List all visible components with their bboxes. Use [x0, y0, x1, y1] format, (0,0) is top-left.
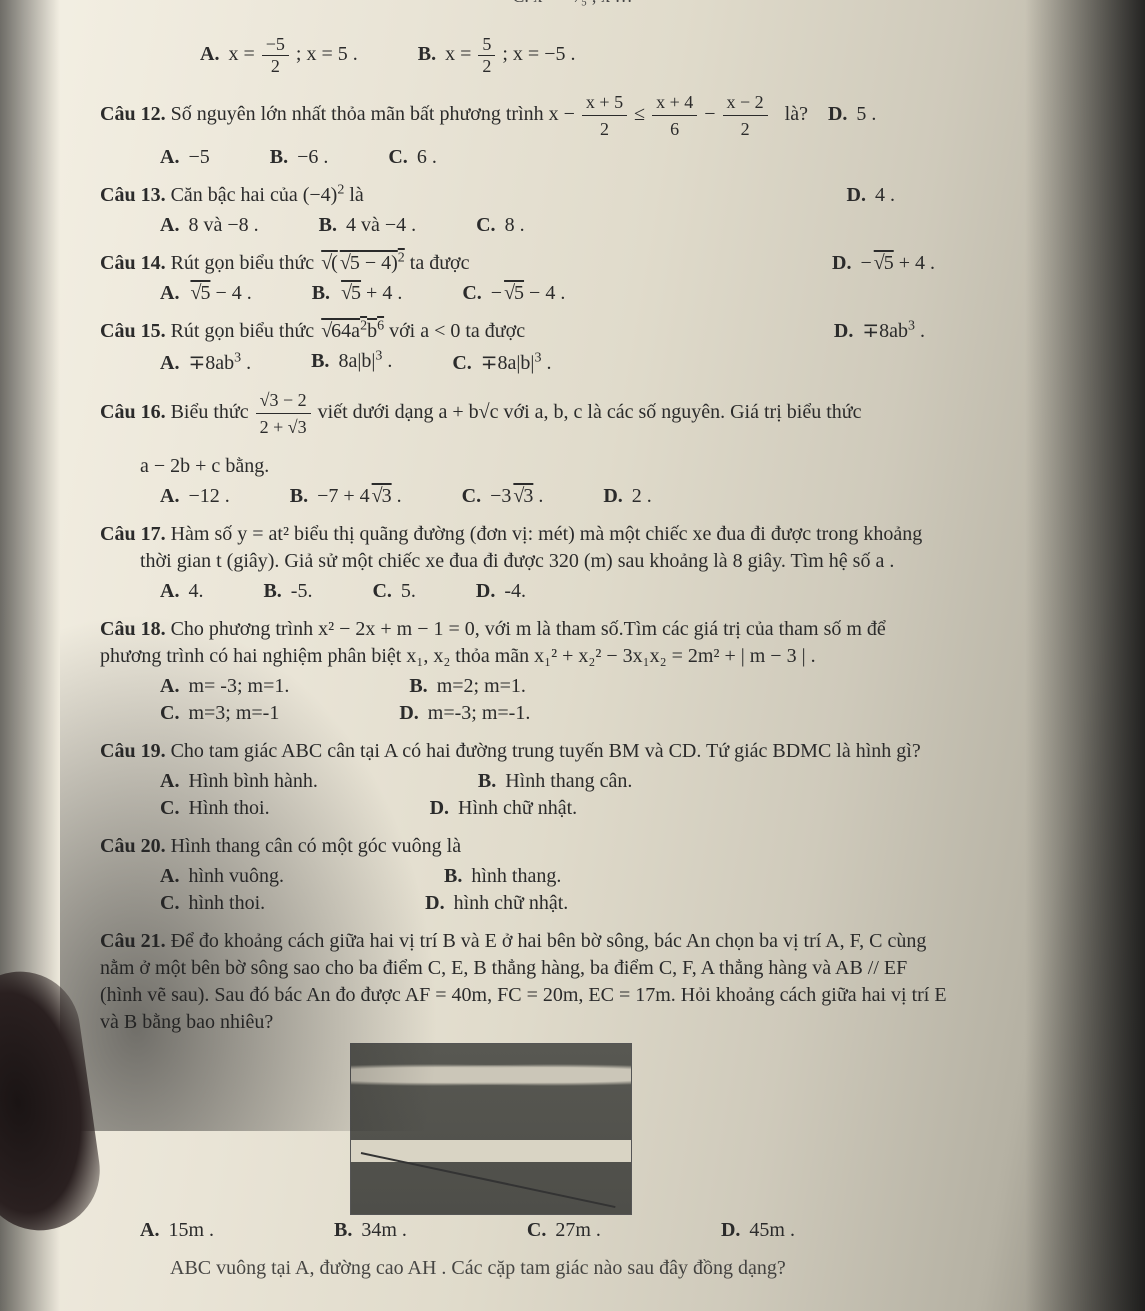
q21-text4: và B bằng bao nhiêu?	[100, 1008, 1075, 1037]
q13-text: Căn bậc hai của (−4)2 là	[171, 184, 364, 206]
q16: Câu 16. Biểu thức √3 − 22 + √3 viết dưới…	[100, 387, 1075, 440]
q15: Câu 15. Rút gọn biểu thức 64a2b6 với a <…	[100, 317, 1075, 346]
q22-partial: ABC vuông tại A, đường cao AH . Các cặp …	[170, 1254, 1075, 1283]
q11-A: A. x = −52 ; x = 5 .	[200, 34, 358, 77]
q13: Câu 13. Căn bậc hai của (−4)2 là D. 4 .	[100, 181, 1075, 210]
q12-text: Số nguyên lớn nhất thỏa mãn bất phương t…	[171, 103, 549, 125]
q21-options: A. 15m . B. 34m . C. 27m . D. 45m .	[140, 1219, 1075, 1242]
q20-A: A. hình vuông.	[160, 865, 284, 888]
q11-B: B. x = 52 ; x = −5 .	[418, 34, 576, 77]
q19-A: A. Hình bình hành.	[160, 770, 318, 793]
q20-D: D. hình chữ nhật.	[425, 892, 568, 915]
q19-options: A. Hình bình hành. B. Hình thang cân.	[160, 770, 1075, 793]
q20-B: B. hình thang.	[444, 865, 561, 888]
q13-A: A. 8 và −8 .	[160, 214, 259, 237]
q16-C: C. −33 .	[462, 485, 544, 508]
q12-options: A. −5 B. −6 . C. 6 .	[160, 146, 1075, 169]
q14-options: A. 5 − 4 . B. 5 + 4 . C. −5 − 4 .	[160, 282, 1075, 305]
q12-C: C. 6 .	[388, 146, 436, 169]
page-shadow-left	[0, 0, 60, 1311]
q16-B: B. −7 + 43 .	[290, 485, 402, 508]
q15-options: A. ∓8ab3 . B. 8a|b|3 . C. ∓8a|b|3 .	[160, 350, 1075, 375]
q21: Câu 21. Để đo khoảng cách giữa hai vị tr…	[100, 927, 1075, 956]
q19-D: D. Hình chữ nhật.	[430, 797, 578, 820]
q18: Câu 18. Cho phương trình x² − 2x + m − 1…	[100, 615, 1075, 644]
q13-B: B. 4 và −4 .	[319, 214, 417, 237]
q21-text1: Để đo khoảng cách giữa hai vị trí B và E…	[171, 930, 927, 952]
cut-off-line: C. x = −⁵⁄₅ ; x …	[0, 0, 1145, 7]
q14-text: Rút gọn biểu thức (5 − 4)2 ta được	[171, 252, 470, 274]
q17-options: A. 4. B. -5. C. 5. D. -4.	[160, 580, 1075, 603]
q19-B: B. Hình thang cân.	[478, 770, 633, 793]
q19: Câu 19. Cho tam giác ABC cân tại A có ha…	[100, 737, 1075, 766]
q15-text: Rút gọn biểu thức 64a2b6 với a < 0 ta đư…	[171, 320, 526, 342]
q20: Câu 20. Hình thang cân có một góc vuông …	[100, 832, 1075, 861]
q18-options: A. m= -3; m=1. B. m=2; m=1.	[160, 675, 1075, 698]
q21-text3: (hình vẽ sau). Sau đó bác An đo được AF …	[100, 981, 1075, 1010]
q14-label: Câu 14.	[100, 252, 166, 274]
q18-text1: Cho phương trình x² − 2x + m − 1 = 0, vớ…	[171, 618, 886, 640]
q16-D: D. 2 .	[603, 485, 651, 508]
q20-text: Hình thang cân có một góc vuông là	[171, 835, 462, 857]
q14-B: B. 5 + 4 .	[312, 282, 403, 305]
q17-label: Câu 17.	[100, 523, 166, 545]
q16-text2: viết dưới dạng a + b√c với a, b, c là cá…	[318, 401, 862, 423]
q18-options2: C. m=3; m=-1 D. m=-3; m=-1.	[160, 702, 1075, 725]
q21-figure	[350, 1043, 632, 1215]
q20-C: C. hình thoi.	[160, 892, 265, 915]
q21-text2: nằm ở một bên bờ sông sao cho ba điểm C,…	[100, 954, 1075, 983]
q17: Câu 17. Hàm số y = at² biểu thị quãng đư…	[100, 520, 1075, 549]
q20-optsAB: A. hình vuông. B. hình thang.	[160, 865, 1075, 888]
q14: Câu 14. Rút gọn biểu thức (5 − 4)2 ta đư…	[100, 249, 1075, 278]
q21-D: D. 45m .	[721, 1219, 795, 1242]
q21-B: B. 34m .	[334, 1219, 407, 1242]
q21-C: C. 27m .	[527, 1219, 601, 1242]
q12: Câu 12. Số nguyên lớn nhất thỏa mãn bất …	[100, 89, 1075, 142]
q18-B: B. m=2; m=1.	[409, 675, 526, 698]
q20-optsCD: C. hình thoi. D. hình chữ nhật.	[160, 892, 1075, 915]
q20-label: Câu 20.	[100, 835, 166, 857]
q17-D: D. -4.	[476, 580, 526, 603]
q19-C: C. Hình thoi.	[160, 797, 270, 820]
q17-text2: thời gian t (giây). Giả sử một chiếc xe …	[140, 547, 1075, 576]
q12-D: 5 .	[856, 103, 876, 125]
q13-options: A. 8 và −8 . B. 4 và −4 . C. 8 .	[160, 214, 1075, 237]
exam-page: C. x = −⁵⁄₅ ; x … A. x = −52 ; x = 5 . B…	[0, 0, 1145, 1311]
q17-A: A. 4.	[160, 580, 203, 603]
q17-B: B. -5.	[263, 580, 312, 603]
q15-C: C. ∓8a|b|3 .	[452, 350, 551, 375]
q18-text2: phương trình có hai nghiệm phân biệt x₁,…	[100, 642, 1075, 671]
q15-label: Câu 15.	[100, 320, 166, 342]
q13-C: C. 8 .	[476, 214, 524, 237]
q13-label: Câu 13.	[100, 184, 166, 206]
q19-label: Câu 19.	[100, 740, 166, 762]
q14-C: C. −5 − 4 .	[462, 282, 565, 305]
q15-A: A. ∓8ab3 .	[160, 350, 251, 375]
q16-label: Câu 16.	[100, 401, 166, 423]
q16-text1: Biểu thức	[171, 401, 254, 423]
q14-A: A. 5 − 4 .	[160, 282, 252, 305]
q16-A: A. −12 .	[160, 485, 230, 508]
q19-text: Cho tam giác ABC cân tại A có hai đường …	[171, 740, 921, 762]
q11-options: A. x = −52 ; x = 5 . B. x = 52 ; x = −5 …	[200, 34, 1075, 77]
q16-options: A. −12 . B. −7 + 43 . C. −33 . D. 2 .	[160, 485, 1075, 508]
q12-B: B. −6 .	[270, 146, 329, 169]
q15-B: B. 8a|b|3 .	[311, 350, 392, 375]
foreground-object	[0, 964, 108, 1238]
q17-text1: Hàm số y = at² biểu thị quãng đường (đơn…	[171, 523, 923, 545]
q19-options2: C. Hình thoi. D. Hình chữ nhật.	[160, 797, 1075, 820]
q18-C: C. m=3; m=-1	[160, 702, 279, 725]
q17-C: C. 5.	[372, 580, 415, 603]
q16-line3: a − 2b + c bằng.	[140, 452, 1075, 481]
q12-A: A. −5	[160, 146, 210, 169]
q21-label: Câu 21.	[100, 930, 166, 952]
q12-label: Câu 12.	[100, 103, 166, 125]
q18-label: Câu 18.	[100, 618, 166, 640]
q18-D: D. m=-3; m=-1.	[399, 702, 530, 725]
q21-A: A. 15m .	[140, 1219, 214, 1242]
q18-A: A. m= -3; m=1.	[160, 675, 289, 698]
